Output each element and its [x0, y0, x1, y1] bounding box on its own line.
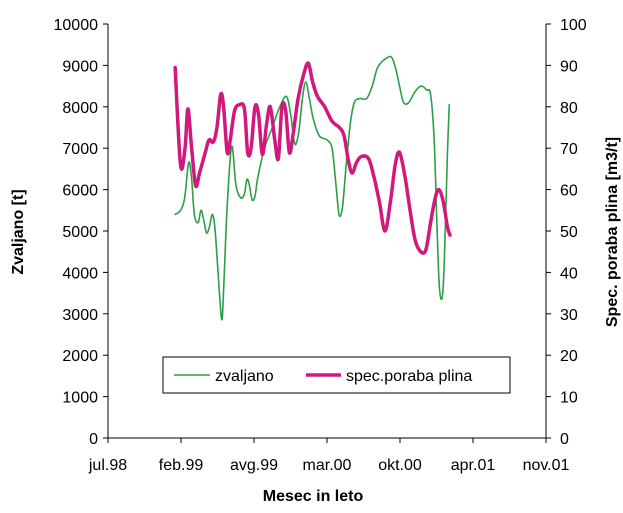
y-right-tick-label: 0 [560, 431, 569, 448]
series-line-spec-poraba-plina [173, 61, 452, 255]
y-right-tick-label: 80 [560, 100, 578, 117]
x-tick-label: mar.00 [303, 457, 352, 474]
series-layer [173, 55, 452, 321]
y-right-tick-label: 90 [560, 58, 578, 75]
y-left-tick-label: 2000 [62, 348, 98, 365]
x-tick-label: avg.99 [230, 457, 278, 474]
series-line-zvaljano [174, 55, 451, 321]
legend-label-spec-poraba-plina: spec.poraba plina [346, 368, 472, 385]
y-right-tick-label: 100 [560, 17, 587, 34]
legend: zvaljano spec.poraba plina [162, 356, 511, 394]
x-tick-label: nov.01 [523, 457, 570, 474]
y-left-tick-label: 0 [89, 431, 98, 448]
y-left-tick-label: 1000 [62, 390, 98, 407]
y-right-tick-label: 40 [560, 265, 578, 282]
x-tick-label: feb.99 [159, 457, 204, 474]
y-right-tick-label: 50 [560, 224, 578, 241]
x-axis-title: Mesec in leto [263, 488, 364, 505]
y-left-tick-label: 6000 [62, 183, 98, 200]
x-tick-label: jul.98 [88, 457, 127, 474]
y-right-tick-label: 60 [560, 183, 578, 200]
y-left-tick-label: 5000 [62, 224, 98, 241]
y-left-tick-label: 7000 [62, 141, 98, 158]
y-right-tick-label: 20 [560, 348, 578, 365]
y-right-tick-label: 10 [560, 390, 578, 407]
y-right-tick-label: 70 [560, 141, 578, 158]
x-tick-label: okt.00 [378, 457, 422, 474]
y-right-tick-label: 30 [560, 307, 578, 324]
y-left-tick-label: 3000 [62, 307, 98, 324]
y-left-axis-title: Zvaljano [t] [10, 189, 27, 274]
y-right-axis-title: Spec. poraba plina [m3/t] [604, 137, 621, 327]
y-left-tick-label: 4000 [62, 265, 98, 282]
y-left-tick-label: 10000 [54, 17, 99, 34]
axes: 0100020003000400050006000700080009000100… [54, 17, 587, 474]
x-tick-label: apr.01 [451, 457, 496, 474]
y-left-tick-label: 8000 [62, 100, 98, 117]
y-left-tick-label: 9000 [62, 58, 98, 75]
legend-label-zvaljano: zvaljano [215, 368, 274, 385]
